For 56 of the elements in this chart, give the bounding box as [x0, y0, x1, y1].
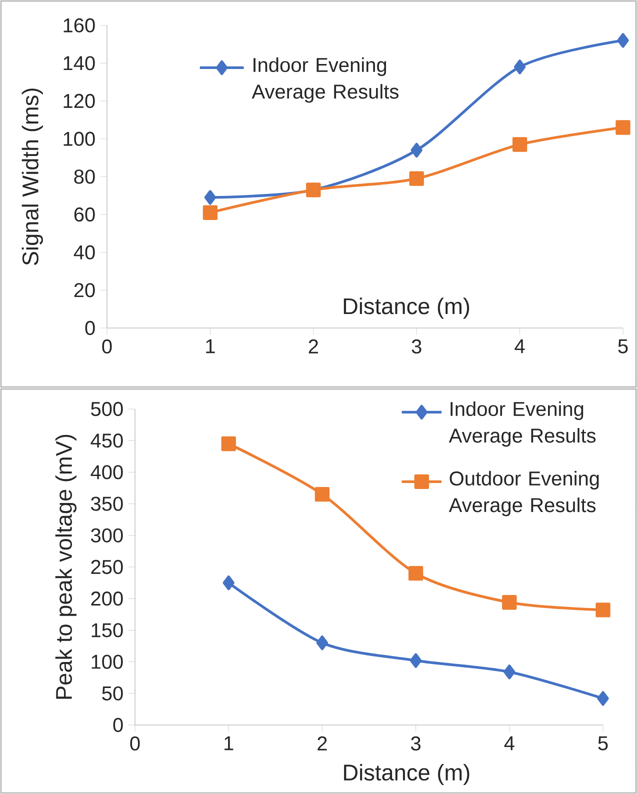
- x-tick-label: 4: [514, 339, 525, 354]
- y-tick-label: 250: [91, 560, 123, 574]
- y-tick-label: 300: [91, 528, 123, 542]
- y-tick-label: 500: [91, 402, 123, 416]
- point: [596, 602, 610, 618]
- point: [504, 664, 516, 680]
- point: [314, 486, 330, 502]
- x-tick-label: 1: [206, 339, 215, 354]
- y-tick-label: 140: [64, 56, 95, 70]
- point: [597, 691, 609, 706]
- y-tick-label: 120: [64, 94, 95, 108]
- y-tick-label: 200: [91, 592, 123, 606]
- y-tick-label: 150: [92, 623, 123, 638]
- point: [222, 575, 234, 590]
- y-tick-label: 40: [74, 245, 95, 260]
- point: [616, 120, 630, 135]
- legend-label: Outdoor Evening Average Results: [448, 470, 599, 516]
- x-tick-label: 2: [318, 736, 327, 750]
- point: [221, 436, 236, 452]
- legend-label: Indoor Evening Average Results: [448, 401, 596, 447]
- y-tick-label: 160: [64, 18, 95, 32]
- y-tick-label: 100: [64, 132, 95, 146]
- y-tick-label: 350: [91, 496, 123, 511]
- x-tick-label: 2: [308, 339, 318, 354]
- x-tick-label: 4: [504, 736, 514, 750]
- y-tick-label: 400: [90, 465, 123, 480]
- y-tick-label: 100: [92, 654, 123, 669]
- y-tick-label: 80: [74, 170, 95, 184]
- x-tick-label: 0: [130, 736, 140, 751]
- point: [204, 190, 216, 205]
- x-tick-label: 3: [410, 736, 420, 751]
- y-tick-label: 450: [90, 434, 123, 448]
- y-axis-title: Signal Width (ms): [22, 88, 43, 266]
- x-tick-label: 5: [598, 736, 608, 750]
- point: [617, 33, 629, 48]
- point: [408, 566, 424, 581]
- point: [316, 636, 328, 650]
- y-axis-title: Peak to peak voltage (mV): [55, 434, 76, 699]
- point: [410, 142, 422, 158]
- x-tick-label: 1: [224, 736, 234, 750]
- y-tick-label: 60: [74, 207, 95, 222]
- x-axis-title: Distance (m): [344, 298, 470, 319]
- x-tick-label: 5: [618, 339, 628, 354]
- y-tick-label: 50: [102, 686, 123, 700]
- point: [409, 171, 424, 186]
- legend-label: Indoor Evening Average Results: [252, 57, 398, 103]
- point: [514, 60, 526, 74]
- point: [202, 205, 218, 220]
- y-tick-label: 0: [85, 320, 95, 336]
- y-tick-label: 20: [74, 283, 95, 298]
- x-axis-title: Distance (m): [344, 764, 470, 786]
- x-tick-label: 3: [412, 339, 422, 354]
- point: [502, 595, 517, 610]
- point: [410, 653, 422, 668]
- point: [512, 137, 528, 152]
- y-tick-label: 0: [113, 718, 123, 732]
